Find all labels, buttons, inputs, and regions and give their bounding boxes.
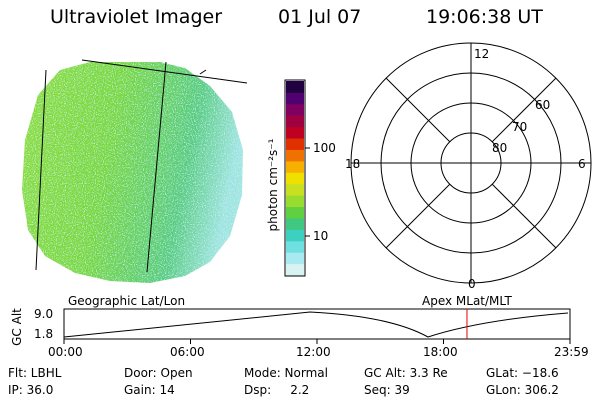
x-tick-1200: 12:00 <box>296 345 331 359</box>
gain-info: Gain: 14 <box>124 383 175 397</box>
mlt-label-6: 6 <box>578 157 586 171</box>
colorbar-swatch <box>286 263 304 276</box>
colorbar-swatch <box>286 240 304 253</box>
date-label: 01 Jul 07 <box>278 6 362 28</box>
colorbar-swatch <box>286 81 304 93</box>
glat-info: GLat: −18.6 <box>486 366 559 380</box>
glon-info: GLon: 306.2 <box>486 383 559 397</box>
seq-info: Seq: 39 <box>364 383 410 397</box>
colorbar-swatch <box>286 149 304 162</box>
gc-alt-info: GC Alt: 3.3 Re <box>364 366 448 380</box>
colorbar-swatch <box>286 160 304 173</box>
colorbar-tick-100: 100 <box>313 141 336 155</box>
apex-label: Apex MLat/MLT <box>422 294 512 308</box>
altitude-min-label: 1.8 <box>34 327 54 341</box>
mlt-label-12: 12 <box>474 47 490 61</box>
colorbar <box>284 79 310 277</box>
filter-info: Flt: LBHL <box>8 366 62 380</box>
longitude-line-east <box>146 61 167 273</box>
colorbar-swatch <box>286 103 304 116</box>
colorbar-swatch <box>286 217 304 230</box>
door-info: Door: Open <box>124 366 193 380</box>
colorbar-swatch <box>286 115 304 128</box>
x-tick-1800: 18:00 <box>423 345 458 359</box>
ip-info: IP: 36.0 <box>8 383 54 397</box>
mlat-label-70: 70 <box>512 120 528 134</box>
altitude-axis-label: GC Alt <box>10 308 24 346</box>
altitude-max-label: 9.0 <box>34 307 54 321</box>
colorbar-swatch <box>286 92 304 105</box>
colorbar-swatch <box>286 126 304 139</box>
colorbar-swatch <box>286 172 304 185</box>
dsp-info: Dsp: 2.2 <box>244 383 310 397</box>
colorbar-swatch <box>286 138 304 150</box>
mode-info: Mode: Normal <box>244 366 328 380</box>
colorbar-swatch <box>286 229 304 242</box>
longitude-line-west <box>35 69 47 271</box>
geographic-label: Geographic Lat/Lon <box>68 294 186 308</box>
earth-disk-image <box>22 59 248 283</box>
time-label: 19:06:38 UT <box>426 6 543 28</box>
x-tick-2359: 23:59 <box>554 345 589 359</box>
latitude-line <box>81 59 248 84</box>
instrument-title: Ultraviolet Imager <box>50 6 223 28</box>
x-tick-0600: 06:00 <box>170 345 205 359</box>
colorbar-tick-10: 10 <box>313 229 329 243</box>
mlt-label-0: 0 <box>468 277 476 291</box>
colorbar-swatch <box>286 195 304 208</box>
colorbar-swatch <box>286 183 304 196</box>
mlt-label-18: 18 <box>345 157 361 171</box>
mlat-label-60: 60 <box>535 98 551 112</box>
x-tick-0000: 00:00 <box>48 345 83 359</box>
polar-plot <box>350 42 592 284</box>
colorbar-swatch <box>286 252 304 265</box>
mlat-label-80: 80 <box>492 141 508 155</box>
altitude-plot <box>63 308 571 344</box>
colorbar-swatch <box>286 206 304 219</box>
colorbar-unit-label: photon cm⁻²s⁻¹ <box>266 138 280 232</box>
